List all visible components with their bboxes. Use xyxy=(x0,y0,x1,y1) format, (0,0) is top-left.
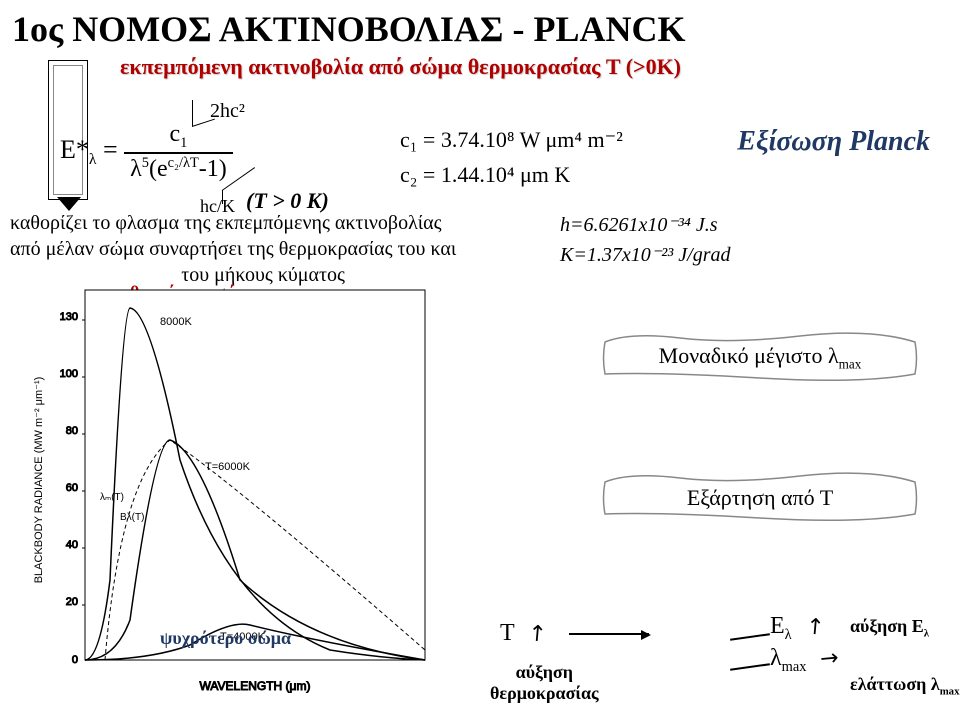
svg-text:Bλ(T): Bλ(T) xyxy=(120,512,144,523)
svg-text:WAVELENGTH (μm): WAVELENGTH (μm) xyxy=(200,679,311,693)
svg-text:0: 0 xyxy=(72,654,78,666)
desc-line: καθορίζει το φλασμα της εκπεμπόμενης ακτ… xyxy=(10,210,456,236)
svg-text:80: 80 xyxy=(66,425,78,437)
svg-text:40: 40 xyxy=(66,539,78,551)
svg-text:BLACKBODY RADIANCE (MW m⁻² μm⁻: BLACKBODY RADIANCE (MW m⁻² μm⁻¹) xyxy=(33,377,45,584)
eq-lhs: E*λ = xyxy=(60,135,124,164)
subtitle: εκπεμπόμενη ακτινοβολία από σώμα θερμοκρ… xyxy=(120,54,681,80)
arrow-up-icon: ↗ xyxy=(522,617,553,649)
side-labels: αύξηση Eλ ελάττωση λmax xyxy=(850,598,959,713)
arrow-down-icon: ↗ xyxy=(814,642,845,674)
ribbon-unique-max: Μοναδικό μέγιστο λmax xyxy=(600,330,920,386)
planck-equation: E*λ = c1 λ5(ec₂/λΤ-1) xyxy=(60,120,233,183)
annot-line xyxy=(192,100,193,126)
constants-block: c₁ = 3.74.10⁸ W μm⁴ m⁻² c₂ = 1.44.10⁴ μm… xyxy=(400,122,623,192)
h-K-constants: h=6.6261x10⁻³⁴ J.s K=1.37x10⁻²³ J/grad xyxy=(560,210,730,270)
page-title: 1ος ΝΟΜΟΣ ΑΚΤΙΝΟΒΟΛΙΑΣ - PLANCK xyxy=(12,8,685,50)
const-h: h=6.6261x10⁻³⁴ J.s xyxy=(560,210,730,240)
ribbon-T-dependence: Εξάρτηση από Τ xyxy=(600,470,920,526)
wave-line xyxy=(730,663,770,671)
svg-text:8000K: 8000K xyxy=(160,316,192,328)
temperature-increase-row: T ↗ xyxy=(500,620,657,647)
arrow-right-icon xyxy=(569,633,649,635)
svg-text:20: 20 xyxy=(66,596,78,608)
planck-label: Εξίσωση Planck xyxy=(737,126,930,158)
annot-line xyxy=(222,190,223,204)
temperature-increase-label: αύξηση θερμοκρασίας xyxy=(490,662,599,704)
eq-fraction: c1 λ5(ec₂/λΤ-1) xyxy=(124,120,233,183)
arrow-up-icon: ↗ xyxy=(799,610,830,642)
wave-line xyxy=(730,633,770,641)
svg-text:λₘ(T): λₘ(T) xyxy=(100,492,124,503)
svg-text:T=6000K: T=6000K xyxy=(205,461,251,473)
const-c2: c₂ = 1.44.10⁴ μm K xyxy=(400,157,623,192)
cold-body-label: ψυχρότερο σώμα xyxy=(160,628,291,649)
svg-text:60: 60 xyxy=(66,482,78,494)
annot-2hc2: 2hc² xyxy=(210,100,245,123)
svg-text:100: 100 xyxy=(60,368,78,380)
desc-line: από μέλαν σώμα συναρτήσει της θερμοκρασί… xyxy=(10,236,456,262)
description: καθορίζει το φλασμα της εκπεμπόμενης ακτ… xyxy=(10,210,456,288)
svg-text:130: 130 xyxy=(60,311,78,323)
const-K: K=1.37x10⁻²³ J/grad xyxy=(560,240,730,270)
E-lambda-col: Eλ ↗ λmax ↗ xyxy=(770,612,847,676)
const-c1: c₁ = 3.74.10⁸ W μm⁴ m⁻² xyxy=(400,122,623,157)
